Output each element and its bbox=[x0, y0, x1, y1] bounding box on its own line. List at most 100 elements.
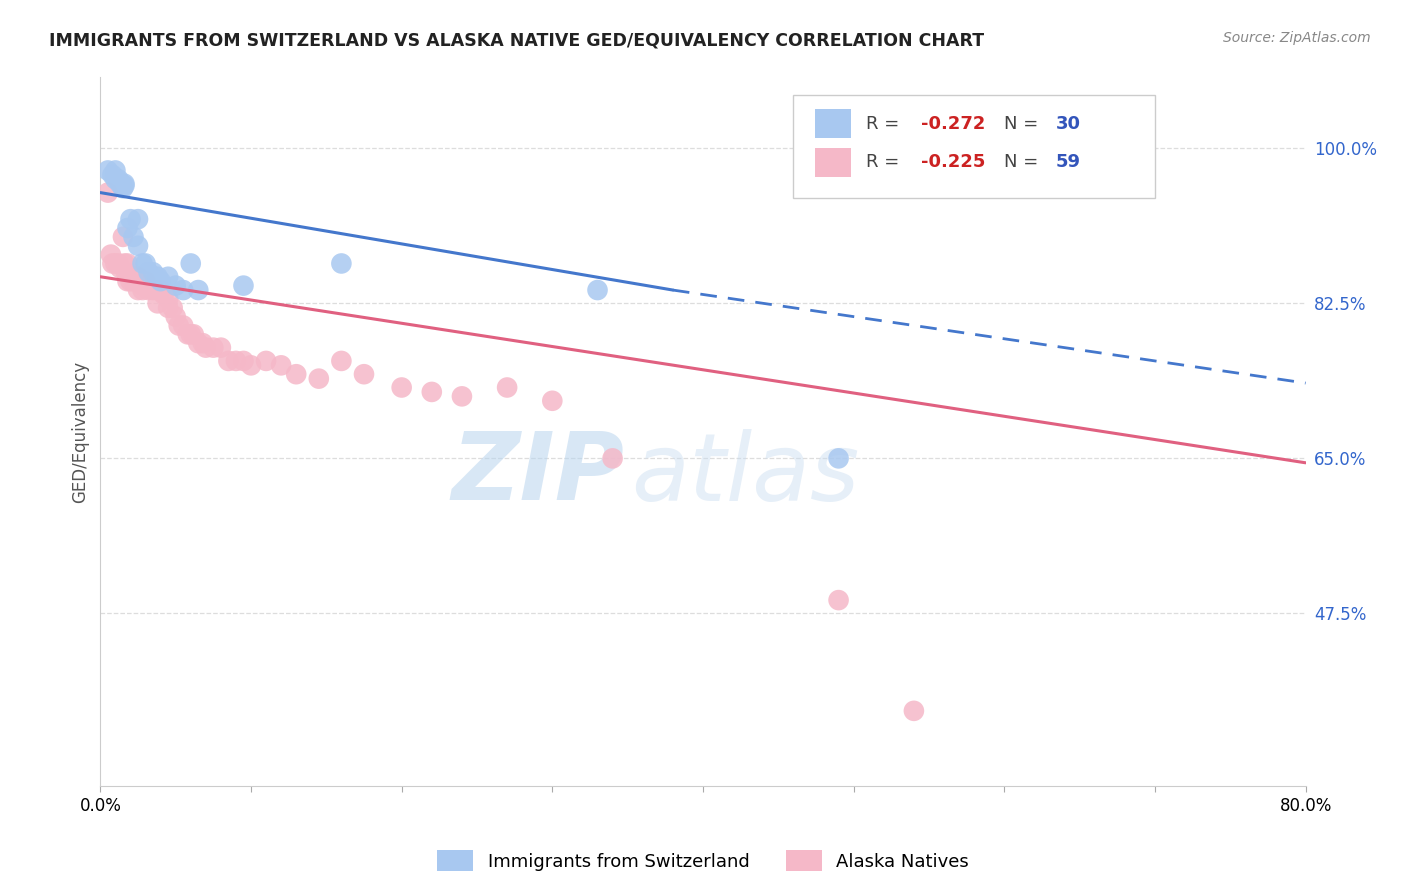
Point bbox=[97, 163, 120, 178]
Point bbox=[177, 327, 200, 342]
Point bbox=[101, 168, 124, 182]
Point bbox=[217, 354, 239, 368]
Point bbox=[135, 256, 157, 270]
Point bbox=[114, 256, 136, 270]
Point bbox=[308, 371, 330, 385]
Point bbox=[117, 274, 139, 288]
Point bbox=[127, 239, 149, 253]
Point bbox=[125, 274, 148, 288]
Point bbox=[135, 274, 157, 288]
Point bbox=[827, 593, 849, 607]
Legend: Immigrants from Switzerland, Alaska Natives: Immigrants from Switzerland, Alaska Nati… bbox=[430, 843, 976, 879]
Point bbox=[232, 278, 254, 293]
Text: R =: R = bbox=[866, 153, 904, 171]
Point bbox=[157, 292, 180, 306]
Text: -0.272: -0.272 bbox=[921, 114, 986, 133]
Point bbox=[108, 260, 131, 275]
Bar bbox=[815, 148, 851, 177]
Point bbox=[330, 354, 353, 368]
Point bbox=[122, 269, 145, 284]
Point bbox=[254, 354, 277, 368]
Text: N =: N = bbox=[1004, 153, 1045, 171]
FancyBboxPatch shape bbox=[793, 95, 1154, 198]
Point bbox=[138, 283, 160, 297]
Point bbox=[172, 318, 194, 333]
Point bbox=[122, 274, 145, 288]
Point bbox=[183, 327, 205, 342]
Point bbox=[107, 256, 129, 270]
Point bbox=[187, 283, 209, 297]
Point bbox=[100, 247, 122, 261]
Point bbox=[108, 177, 131, 191]
Point bbox=[111, 181, 134, 195]
Point bbox=[420, 384, 443, 399]
Point bbox=[97, 186, 120, 200]
Point bbox=[127, 212, 149, 227]
Point bbox=[180, 256, 202, 270]
Bar bbox=[815, 110, 851, 137]
Point bbox=[602, 451, 624, 466]
Point bbox=[496, 380, 519, 394]
Text: R =: R = bbox=[866, 114, 904, 133]
Point bbox=[131, 283, 153, 297]
Point bbox=[138, 265, 160, 279]
Point bbox=[167, 318, 190, 333]
Point bbox=[114, 177, 136, 191]
Point bbox=[131, 278, 153, 293]
Point bbox=[122, 230, 145, 244]
Point bbox=[117, 221, 139, 235]
Point bbox=[270, 359, 292, 373]
Point bbox=[120, 269, 142, 284]
Point bbox=[194, 341, 217, 355]
Point bbox=[353, 368, 375, 382]
Point bbox=[114, 178, 136, 193]
Text: ZIP: ZIP bbox=[451, 428, 624, 520]
Point bbox=[115, 265, 138, 279]
Point bbox=[142, 265, 165, 279]
Point bbox=[240, 359, 263, 373]
Point bbox=[391, 380, 413, 394]
Point bbox=[451, 389, 474, 403]
Point bbox=[172, 283, 194, 297]
Point bbox=[202, 341, 225, 355]
Point bbox=[142, 283, 165, 297]
Point bbox=[225, 354, 247, 368]
Point bbox=[146, 283, 169, 297]
Point bbox=[127, 269, 149, 284]
Point bbox=[903, 704, 925, 718]
Point bbox=[330, 256, 353, 270]
Point bbox=[191, 336, 214, 351]
Point bbox=[157, 269, 180, 284]
Y-axis label: GED/Equivalency: GED/Equivalency bbox=[72, 360, 89, 503]
Point bbox=[104, 172, 127, 186]
Point bbox=[149, 283, 172, 297]
Point bbox=[120, 212, 142, 227]
Text: IMMIGRANTS FROM SWITZERLAND VS ALASKA NATIVE GED/EQUIVALENCY CORRELATION CHART: IMMIGRANTS FROM SWITZERLAND VS ALASKA NA… bbox=[49, 31, 984, 49]
Text: 59: 59 bbox=[1056, 153, 1081, 171]
Point bbox=[285, 368, 308, 382]
Point bbox=[117, 256, 139, 270]
Point bbox=[127, 283, 149, 297]
Point bbox=[541, 393, 564, 408]
Point bbox=[187, 336, 209, 351]
Point bbox=[104, 256, 127, 270]
Point bbox=[152, 287, 174, 301]
Text: N =: N = bbox=[1004, 114, 1045, 133]
Point bbox=[180, 327, 202, 342]
Text: Source: ZipAtlas.com: Source: ZipAtlas.com bbox=[1223, 31, 1371, 45]
Point bbox=[157, 301, 180, 315]
Point bbox=[110, 177, 132, 191]
Point bbox=[146, 269, 169, 284]
Point bbox=[101, 256, 124, 270]
Point bbox=[827, 451, 849, 466]
Point bbox=[149, 274, 172, 288]
Point bbox=[162, 301, 184, 315]
Point bbox=[232, 354, 254, 368]
Point bbox=[131, 256, 153, 270]
Text: 30: 30 bbox=[1056, 114, 1081, 133]
Text: -0.225: -0.225 bbox=[921, 153, 986, 171]
Point bbox=[146, 296, 169, 310]
Point bbox=[120, 274, 142, 288]
Point bbox=[107, 172, 129, 186]
Point bbox=[586, 283, 609, 297]
